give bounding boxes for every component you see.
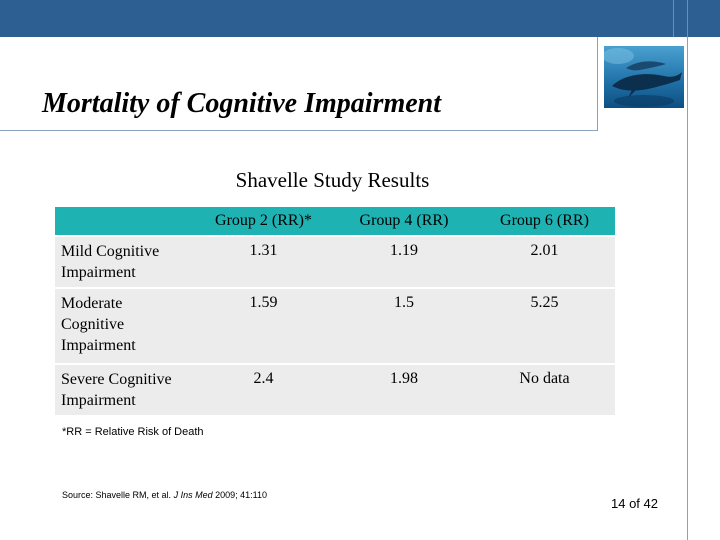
table-header-corner bbox=[55, 207, 193, 235]
whale-graphic bbox=[604, 48, 682, 107]
table-cell: 1.19 bbox=[334, 237, 474, 287]
source-suffix: 2009; 41:110 bbox=[212, 490, 267, 500]
table-header-row: Group 2 (RR)* Group 4 (RR) Group 6 (RR) bbox=[55, 207, 615, 235]
source-prefix: Source: Shavelle RM, et al. bbox=[62, 490, 174, 500]
top-banner bbox=[0, 0, 720, 37]
source-citation: Source: Shavelle RM, et al. J Ins Med 20… bbox=[62, 490, 267, 500]
banner-divider bbox=[687, 0, 688, 37]
table-cell: 1.31 bbox=[193, 237, 334, 287]
table-caption: Shavelle Study Results bbox=[235, 168, 430, 192]
slide-title: Mortality of Cognitive Impairment bbox=[42, 88, 442, 119]
page-number: 14 of 42 bbox=[611, 496, 658, 511]
whale-photo-icon bbox=[604, 46, 684, 108]
table-row: Moderate Cognitive Impairment 1.59 1.5 5… bbox=[55, 289, 615, 363]
source-journal: J Ins Med bbox=[173, 490, 213, 500]
table-cell: 2.4 bbox=[193, 365, 334, 415]
table-cell: 1.98 bbox=[334, 365, 474, 415]
table-row: Mild Cognitive Impairment 1.31 1.19 2.01 bbox=[55, 237, 615, 287]
table-row: Severe Cognitive Impairment 2.4 1.98 No … bbox=[55, 365, 615, 415]
table-cell: 5.25 bbox=[474, 289, 615, 363]
row-label: Mild Cognitive Impairment bbox=[55, 237, 193, 287]
table-cell: 1.5 bbox=[334, 289, 474, 363]
title-frame-line bbox=[597, 37, 598, 131]
row-label: Moderate Cognitive Impairment bbox=[55, 289, 193, 363]
table-cell: No data bbox=[474, 365, 615, 415]
right-margin-line bbox=[687, 37, 688, 540]
table-cell: 2.01 bbox=[474, 237, 615, 287]
column-header: Group 2 (RR)* bbox=[193, 207, 334, 235]
column-header: Group 6 (RR) bbox=[474, 207, 615, 235]
column-header: Group 4 (RR) bbox=[334, 207, 474, 235]
footnote: *RR = Relative Risk of Death bbox=[62, 426, 204, 438]
table-cell: 1.59 bbox=[193, 289, 334, 363]
banner-divider bbox=[673, 0, 674, 37]
title-frame-line bbox=[0, 130, 598, 131]
row-label: Severe Cognitive Impairment bbox=[55, 365, 193, 415]
results-table: Group 2 (RR)* Group 4 (RR) Group 6 (RR) … bbox=[55, 205, 615, 417]
